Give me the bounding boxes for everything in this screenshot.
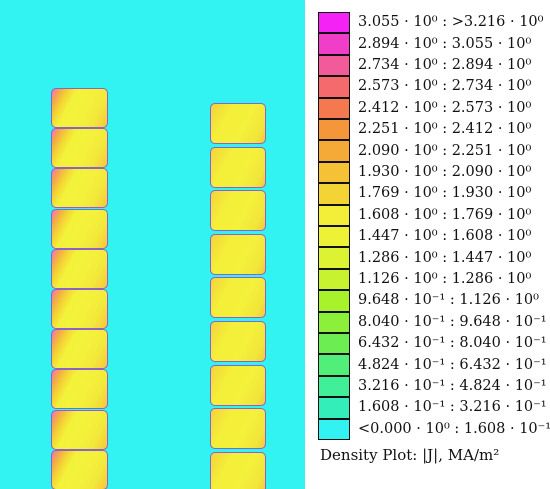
right-coil [210,451,266,489]
right-coil [210,146,266,188]
legend-entry: 2.412 · 10⁰ : 2.573 · 10⁰ [318,97,550,119]
legend-swatch [318,375,350,398]
density-plot-area [0,0,305,489]
legend-swatch [318,97,350,119]
legend-label: 4.824 · 10⁻¹ : 6.432 · 10⁻¹ [358,356,547,373]
legend-entry: 1.286 · 10⁰ : 1.447 · 10⁰ [318,247,550,269]
legend-swatch [318,12,350,34]
legend-entry: 2.251 · 10⁰ : 2.412 · 10⁰ [318,119,550,141]
right-coil [210,277,266,319]
legend-swatch [318,290,350,312]
legend-caption: Density Plot: |J|, MA/m² [320,446,500,464]
legend-swatch [318,119,350,141]
left-coil [51,289,108,329]
legend-swatch [318,354,350,376]
legend-entry: 3.216 · 10⁻¹ : 4.824 · 10⁻¹ [318,375,550,398]
legend-entry: 1.930 · 10⁰ : 2.090 · 10⁰ [318,161,550,184]
legend-swatch [318,161,350,184]
legend-entry: 9.648 · 10⁻¹ : 1.126 · 10⁰ [318,290,550,312]
legend-label: 1.126 · 10⁰ : 1.286 · 10⁰ [358,270,532,287]
legend-entry: 2.573 · 10⁰ : 2.734 · 10⁰ [318,76,550,98]
legend-swatch [318,418,350,440]
legend-swatch [318,183,350,205]
legend-entry: 8.040 · 10⁻¹ : 9.648 · 10⁻¹ [318,311,550,333]
legend-swatch [318,204,350,226]
legend-entry: 2.090 · 10⁰ : 2.251 · 10⁰ [318,140,550,162]
legend-label: 3.055 · 10⁰ : >3.216 · 10⁰ [358,14,544,31]
legend-label: 2.412 · 10⁰ : 2.573 · 10⁰ [358,99,532,116]
legend-swatch [318,33,350,55]
legend-label: 2.894 · 10⁰ : 3.055 · 10⁰ [358,35,532,52]
legend-label: 6.432 · 10⁻¹ : 8.040 · 10⁻¹ [358,335,547,352]
legend-label: 2.734 · 10⁰ : 2.894 · 10⁰ [358,56,532,73]
legend-label: 8.040 · 10⁻¹ : 9.648 · 10⁻¹ [358,313,547,330]
legend-label: 1.930 · 10⁰ : 2.090 · 10⁰ [358,163,532,180]
left-coil [51,168,108,209]
legend-label: 2.573 · 10⁰ : 2.734 · 10⁰ [358,78,532,95]
legend-swatch [318,76,350,98]
legend-entry: 4.824 · 10⁻¹ : 6.432 · 10⁻¹ [318,354,550,376]
right-coil [210,321,266,362]
left-coil [51,248,108,289]
right-coil [210,364,266,406]
legend-swatch [318,268,350,291]
legend-swatch [318,140,350,162]
legend-entry: <0.000 · 10⁰ : 1.608 · 10⁻¹ [318,418,550,440]
legend-swatch [318,226,350,248]
left-coil [51,208,108,249]
legend-label: 1.286 · 10⁰ : 1.447 · 10⁰ [358,249,532,266]
right-coil [210,103,266,144]
legend-label: 1.608 · 10⁻¹ : 3.216 · 10⁻¹ [358,399,547,416]
legend-label: 2.251 · 10⁰ : 2.412 · 10⁰ [358,121,532,138]
legend-label: 9.648 · 10⁻¹ : 1.126 · 10⁰ [358,292,539,309]
legend-label: 1.769 · 10⁰ : 1.930 · 10⁰ [358,185,532,202]
legend-entry: 2.894 · 10⁰ : 3.055 · 10⁰ [318,33,550,55]
left-coil [51,128,108,169]
right-coil [210,233,266,275]
legend-label: 2.090 · 10⁰ : 2.251 · 10⁰ [358,142,532,159]
left-coil [51,329,108,370]
legend-entry: 1.608 · 10⁻¹ : 3.216 · 10⁻¹ [318,397,550,419]
legend-entry: 6.432 · 10⁻¹ : 8.040 · 10⁻¹ [318,333,550,355]
legend-label: 1.608 · 10⁰ : 1.769 · 10⁰ [358,206,532,223]
legend-entry: 1.447 · 10⁰ : 1.608 · 10⁰ [318,226,550,248]
legend-swatch [318,247,350,269]
legend-entry: 1.769 · 10⁰ : 1.930 · 10⁰ [318,183,550,205]
legend-entry: 3.055 · 10⁰ : >3.216 · 10⁰ [318,12,550,34]
legend-entry: 2.734 · 10⁰ : 2.894 · 10⁰ [318,54,550,77]
left-coil [51,88,108,128]
legend-label: 1.447 · 10⁰ : 1.608 · 10⁰ [358,228,532,245]
legend-entry: 1.608 · 10⁰ : 1.769 · 10⁰ [318,204,550,226]
legend-swatch [318,333,350,355]
legend-swatch [318,311,350,333]
legend-entry: 1.126 · 10⁰ : 1.286 · 10⁰ [318,268,550,291]
legend-swatch [318,54,350,77]
left-coil [51,409,108,450]
right-coil [210,408,266,450]
legend-swatch [318,397,350,419]
right-coil [210,190,266,232]
legend-label: <0.000 · 10⁰ : 1.608 · 10⁻¹ [358,420,550,437]
legend-label: 3.216 · 10⁻¹ : 4.824 · 10⁻¹ [358,377,547,394]
left-coil [51,369,108,410]
left-coil [51,449,108,489]
